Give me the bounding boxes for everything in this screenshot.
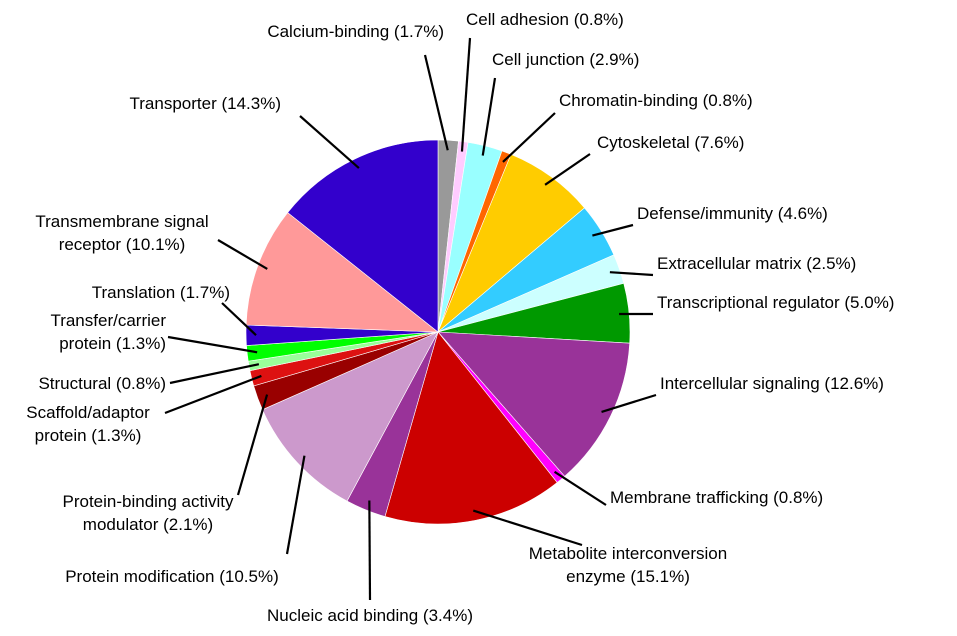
slice-label-line: Extracellular matrix (2.5%) [657, 254, 856, 273]
slice-label-line: Scaffold/adaptor [26, 403, 150, 422]
slice-label-protein-modification-10-5: Protein modification (10.5%) [65, 567, 279, 586]
leader-line-protein-modification-10-5 [285, 455, 306, 555]
leader-line-cytoskeletal-7-6 [544, 153, 591, 186]
leader-line-membrane-trafficking-0-8 [553, 470, 607, 506]
slice-label-protein-binding-activity-modulator-2-1: Protein-binding activity modulator (2.1%) [62, 492, 234, 534]
slice-label-line: Transporter (14.3%) [130, 94, 281, 113]
slice-label-line: Transcriptional regulator (5.0%) [657, 293, 894, 312]
slice-labels: Calcium-binding (1.7%) Cell adhesion (0.8… [26, 10, 894, 625]
slice-label-metabolite-interconversion-enzyme-15-1: Metabolite interconversion enzyme (15.1%) [529, 544, 727, 586]
slice-label-line: Cell junction (2.9%) [492, 50, 639, 69]
leader-line-cell-adhesion-0-8 [460, 37, 472, 152]
leader-line-transporter-14-3 [299, 115, 360, 169]
leader-line-transmembrane-signal-receptor-10-1 [217, 239, 268, 270]
leader-line-cell-junction-2-9 [481, 77, 497, 156]
slice-label-line: Translation (1.7%) [92, 283, 230, 302]
slice-label-line: Protein-binding activity [62, 492, 234, 511]
leader-line-structural-0-8 [169, 363, 260, 385]
slice-label-line: Calcium-binding (1.7%) [267, 22, 444, 41]
slice-label-line: Nucleic acid binding (3.4%) [267, 606, 473, 625]
slice-label-extracellular-matrix-2-5: Extracellular matrix (2.5%) [657, 254, 856, 273]
slice-label-transmembrane-signal-receptor-10-1: Transmembrane signal receptor (10.1%) [35, 212, 208, 254]
slice-label-line: Membrane trafficking (0.8%) [610, 488, 823, 507]
slice-label-line: protein (1.3%) [59, 334, 166, 353]
leader-line-scaffold-adaptor-protein-1-3 [164, 374, 262, 415]
slice-label-line: Protein modification (10.5%) [65, 567, 279, 586]
leader-line-metabolite-interconversion-enzyme-15-1 [472, 509, 583, 547]
leader-lines [164, 37, 657, 601]
pie-slice-metabolite-interconversion-enzyme-15-1 [384, 331, 558, 525]
slice-label-line: Structural (0.8%) [38, 374, 166, 393]
leader-line-defense-immunity-4-6 [592, 223, 634, 237]
slice-label-line: Chromatin-binding (0.8%) [559, 91, 753, 110]
slice-label-line: protein (1.3%) [35, 426, 142, 445]
slice-label-line: Defense/immunity (4.6%) [637, 204, 828, 223]
pie-slices [245, 139, 631, 525]
slice-label-defense-immunity-4-6: Defense/immunity (4.6%) [637, 204, 828, 223]
leader-line-calcium-binding-1-7 [423, 54, 449, 151]
leader-line-protein-binding-activity-modulator-2-1 [236, 394, 269, 496]
slice-label-chromatin-binding-0-8: Chromatin-binding (0.8%) [559, 91, 753, 110]
slice-label-line: Cell adhesion (0.8%) [466, 10, 624, 29]
leader-line-extracellular-matrix-2-5 [609, 271, 654, 277]
slice-label-transcriptional-regulator-5-0: Transcriptional regulator (5.0%) [657, 293, 894, 312]
slice-label-line: enzyme (15.1%) [566, 567, 690, 586]
slice-label-cell-junction-2-9: Cell junction (2.9%) [492, 50, 639, 69]
leader-line-transfer-carrier-protein-1-3 [167, 335, 258, 354]
slice-label-line: Transfer/carrier [50, 311, 166, 330]
leader-line-chromatin-binding-0-8 [502, 112, 556, 163]
slice-label-line: Intercellular signaling (12.6%) [660, 374, 884, 393]
leader-line-translation-1-7 [221, 302, 257, 336]
pie-slice-transmembrane-signal-receptor-10-1 [245, 212, 439, 333]
slice-label-line: Metabolite interconversion [529, 544, 727, 563]
pie-slice-transporter-14-3 [287, 139, 439, 333]
slice-label-membrane-trafficking-0-8: Membrane trafficking (0.8%) [610, 488, 823, 507]
slice-label-translation-1-7: Translation (1.7%) [92, 283, 230, 302]
slice-label-calcium-binding-1-7: Calcium-binding (1.7%) [267, 22, 444, 41]
pie-slice-protein-modification-10-5 [262, 331, 439, 502]
slice-label-cell-adhesion-0-8: Cell adhesion (0.8%) [466, 10, 624, 29]
slice-label-line: receptor (10.1%) [59, 235, 186, 254]
slice-label-structural-0-8: Structural (0.8%) [38, 374, 166, 393]
slice-label-cytoskeletal-7-6: Cytoskeletal (7.6%) [597, 133, 744, 152]
slice-label-line: Transmembrane signal [35, 212, 208, 231]
slice-label-intercellular-signaling-12-6: Intercellular signaling (12.6%) [660, 374, 884, 393]
leader-line-nucleic-acid-binding-3-4 [368, 500, 372, 601]
pie-slice-intercellular-signaling-12-6 [437, 331, 630, 477]
slice-label-nucleic-acid-binding-3-4: Nucleic acid binding (3.4%) [267, 606, 473, 625]
slice-label-line: Cytoskeletal (7.6%) [597, 133, 744, 152]
slice-label-scaffold-adaptor-protein-1-3: Scaffold/adaptor protein (1.3%) [26, 403, 150, 445]
slice-label-transfer-carrier-protein-1-3: Transfer/carrier protein (1.3%) [50, 311, 166, 353]
slice-label-line: modulator (2.1%) [83, 515, 213, 534]
leader-line-intercellular-signaling-12-6 [601, 393, 657, 413]
slice-label-transporter-14-3: Transporter (14.3%) [130, 94, 281, 113]
